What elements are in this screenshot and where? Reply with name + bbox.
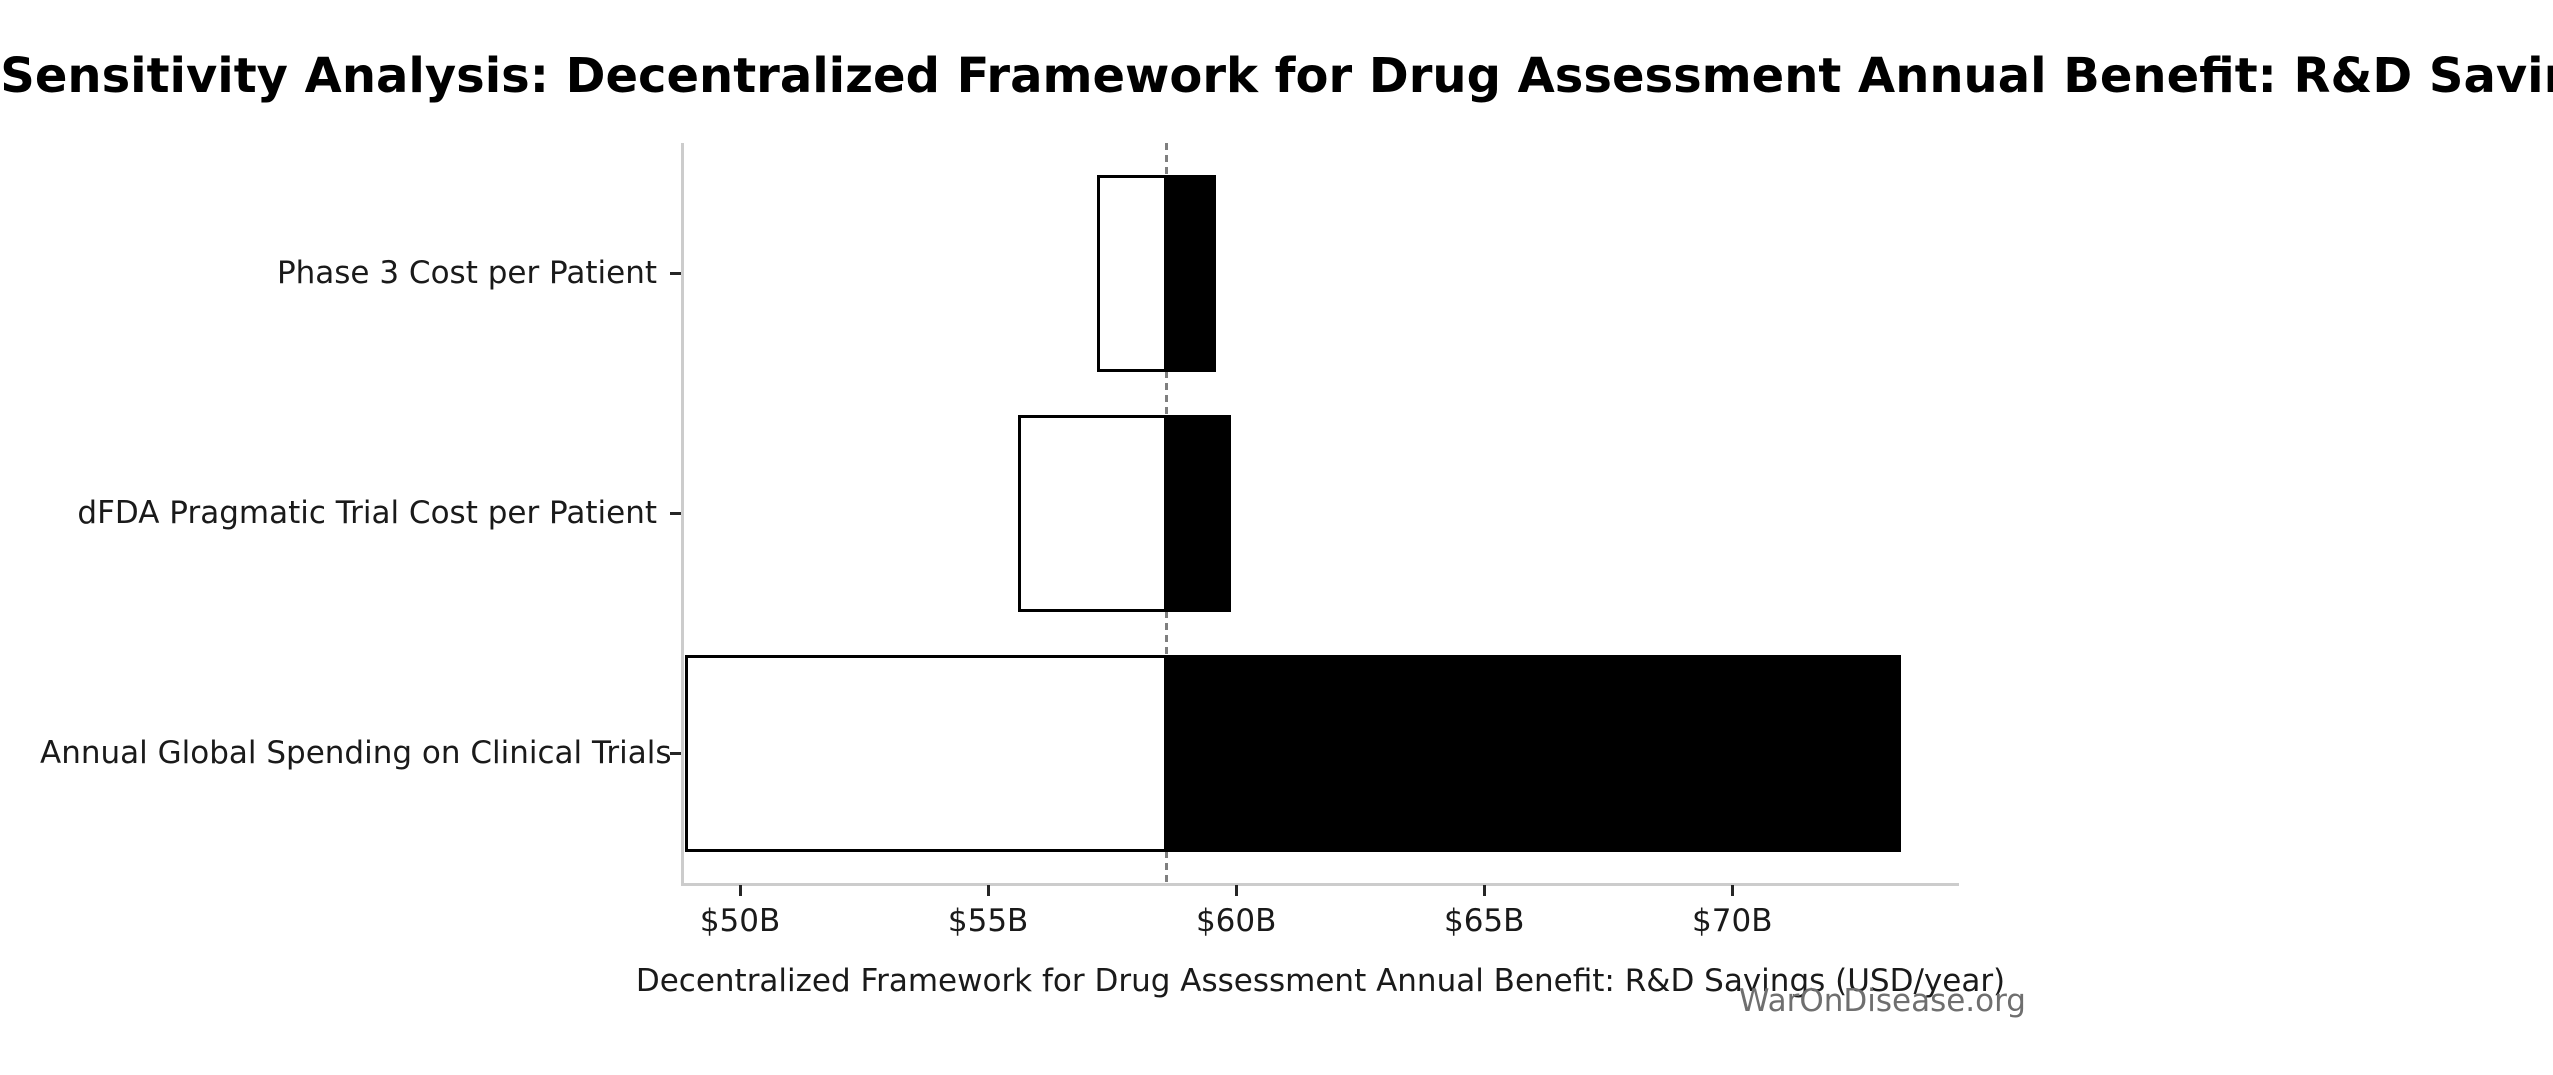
- watermark-text: WarOnDisease.org: [1738, 983, 2026, 1019]
- bar-high-segment: [1166, 414, 1232, 612]
- category-label: Phase 3 Cost per Patient: [276, 255, 657, 291]
- y-tick-mark: [670, 271, 681, 275]
- category-label: dFDA Pragmatic Trial Cost per Patient: [77, 495, 657, 531]
- x-tick-mark: [1234, 885, 1238, 896]
- x-tick-label: $50B: [699, 903, 781, 939]
- x-tick-label: $70B: [1692, 903, 1773, 939]
- x-axis-title: Decentralized Framework for Drug Assessm…: [635, 963, 2006, 999]
- x-tick-label: $55B: [947, 903, 1029, 939]
- x-axis-spine: [681, 883, 1959, 886]
- x-tick-mark: [738, 885, 742, 896]
- category-label: Annual Global Spending on Clinical Trial…: [40, 735, 672, 771]
- x-tick-label: $60B: [1195, 903, 1277, 939]
- chart-title: Sensitivity Analysis: Decentralized Fram…: [0, 48, 2553, 104]
- x-tick-mark: [1482, 885, 1486, 896]
- x-tick-mark: [1730, 885, 1734, 896]
- x-tick-label: $65B: [1443, 903, 1525, 939]
- x-tick-mark: [986, 885, 990, 896]
- y-axis-spine: [681, 143, 684, 885]
- bar-high-segment: [1166, 174, 1217, 372]
- bar-low-segment: [1097, 174, 1167, 372]
- bar-low-segment: [685, 654, 1167, 852]
- y-tick-mark: [670, 511, 681, 515]
- bar-high-segment: [1166, 654, 1901, 852]
- bar-low-segment: [1017, 414, 1167, 612]
- y-tick-mark: [670, 751, 681, 755]
